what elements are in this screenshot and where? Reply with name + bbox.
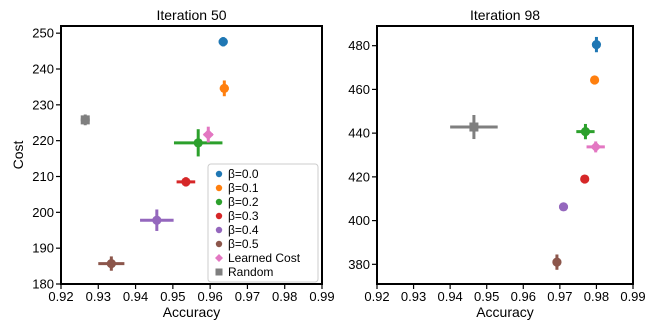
y-tick-label: 420 <box>348 169 370 184</box>
data-point <box>580 127 591 137</box>
series-7 <box>450 114 498 140</box>
legend-marker <box>215 254 223 262</box>
y-tick-label: 180 <box>32 277 54 292</box>
legend-label: β=0.3 <box>228 209 259 223</box>
legend-box <box>207 163 319 283</box>
data-point <box>80 115 90 125</box>
series-5 <box>552 254 562 270</box>
x-tick-label: 0.92 <box>48 289 73 304</box>
y-axis-label: Cost <box>10 141 26 170</box>
legend-marker <box>215 212 223 220</box>
x-tick-label: 0.93 <box>86 289 111 304</box>
data-point <box>106 258 116 269</box>
x-tick-label: 0.96 <box>197 289 222 304</box>
legend-label: β=0.0 <box>228 167 259 181</box>
chart-title: Iteration 50 <box>156 7 226 23</box>
data-point <box>218 37 228 47</box>
data-point <box>580 174 590 184</box>
legend-marker <box>215 184 223 192</box>
data-point <box>591 39 602 50</box>
data-point <box>552 257 562 267</box>
series-7 <box>80 114 90 126</box>
series-5 <box>98 256 125 271</box>
legend-label: β=0.4 <box>228 223 259 237</box>
y-tick-label: 440 <box>348 126 370 141</box>
axes-frame <box>60 25 323 285</box>
series-0 <box>591 36 602 53</box>
series-4 <box>558 202 569 212</box>
series-2 <box>173 129 223 157</box>
x-tick-label: 0.99 <box>309 289 334 304</box>
y-tick-label: 480 <box>348 38 370 53</box>
data-point <box>590 141 602 153</box>
data-point <box>202 129 214 141</box>
legend-marker <box>215 198 223 206</box>
x-tick-label: 0.95 <box>474 289 499 304</box>
series-6 <box>202 126 214 143</box>
series-0 <box>218 37 228 47</box>
x-tick-label: 0.97 <box>235 289 260 304</box>
legend-marker <box>215 268 223 276</box>
data-point <box>152 215 162 225</box>
data-point <box>558 202 569 212</box>
legend-label: β=0.2 <box>228 195 259 209</box>
legend-label: Random <box>228 265 273 279</box>
legend-label: Learned Cost <box>228 251 301 265</box>
series-4 <box>140 209 174 231</box>
x-tick-label: 0.92 <box>364 289 389 304</box>
x-tick-label: 0.95 <box>160 289 185 304</box>
series-2 <box>576 123 595 140</box>
series-3 <box>580 174 590 184</box>
data-point <box>590 75 600 85</box>
x-tick-label: 0.94 <box>123 289 148 304</box>
x-tick-label: 0.98 <box>272 289 297 304</box>
legend-label: β=0.1 <box>228 181 259 195</box>
series-1 <box>219 80 229 97</box>
chart-title: Iteration 98 <box>470 7 540 23</box>
y-tick-label: 250 <box>32 26 54 41</box>
data-point <box>469 122 479 132</box>
y-tick-label: 240 <box>32 62 54 77</box>
series-3 <box>176 177 196 187</box>
y-tick-label: 400 <box>348 213 370 228</box>
data-point <box>219 83 229 93</box>
data-point <box>193 138 203 148</box>
x-tick-label: 0.97 <box>547 289 572 304</box>
y-tick-label: 460 <box>348 82 370 97</box>
x-tick-label: 0.94 <box>437 289 462 304</box>
series-6 <box>586 141 605 153</box>
x-axis-label: Accuracy <box>163 304 221 320</box>
panel-iteration-98: 0.92 0.93 0.94 0.95 0.96 0.97 0.98 0.99 380 400 42… <box>348 7 645 320</box>
axes-frame <box>376 25 634 285</box>
legend-marker <box>215 170 223 178</box>
y-tick-label: 230 <box>32 97 54 112</box>
legend-marker <box>215 240 223 248</box>
x-tick-label: 0.96 <box>511 289 536 304</box>
y-tick-label: 210 <box>32 169 54 184</box>
y-tick-label: 190 <box>32 241 54 256</box>
x-tick-label: 0.99 <box>620 289 645 304</box>
y-tick-label: 220 <box>32 133 54 148</box>
x-axis-label: Accuracy <box>476 304 534 320</box>
series-1 <box>590 75 600 85</box>
y-tick-label: 200 <box>32 205 54 220</box>
x-tick-label: 0.98 <box>584 289 609 304</box>
panel-iteration-50: 0.92 0.93 0.94 0.95 0.96 0.97 0.98 0.99 180 190 20… <box>10 7 335 320</box>
legend-label: β=0.5 <box>228 237 259 251</box>
legend-marker <box>215 226 223 234</box>
data-point <box>181 177 191 187</box>
y-tick-label: 380 <box>348 257 370 272</box>
x-tick-label: 0.93 <box>401 289 426 304</box>
